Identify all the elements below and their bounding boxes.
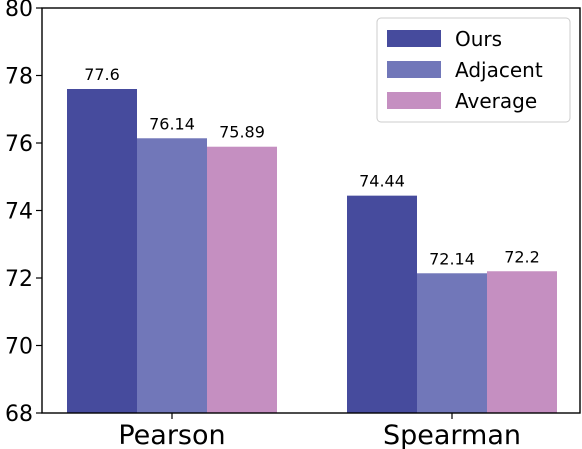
y-tick-label: 74 <box>5 200 33 225</box>
y-tick-label: 70 <box>5 335 33 360</box>
legend-swatch-adjacent <box>387 61 441 78</box>
legend-swatch-ours <box>387 30 441 47</box>
legend-label-average: Average <box>455 89 537 113</box>
x-tick-label-pearson: Pearson <box>118 420 225 449</box>
y-tick-label: 78 <box>5 65 33 90</box>
bars-layer <box>67 89 557 413</box>
legend-swatch-average <box>387 92 441 109</box>
data-labels-layer: 77.6 76.14 75.89 74.44 72.14 72.2 <box>84 65 540 268</box>
bar-average-pearson <box>207 146 277 413</box>
legend-label-adjacent: Adjacent <box>455 58 543 82</box>
x-axis: Pearson Spearman <box>118 413 521 449</box>
bar-adjacent-spearman <box>417 273 487 413</box>
legend: Ours Adjacent Average <box>376 17 571 123</box>
y-tick-label: 68 <box>5 402 33 427</box>
data-label-ours-spearman: 74.44 <box>359 172 405 191</box>
data-label-adjacent-pearson: 76.14 <box>149 114 195 133</box>
data-label-average-pearson: 75.89 <box>219 123 265 142</box>
data-label-ours-pearson: 77.6 <box>84 65 120 84</box>
bar-adjacent-pearson <box>137 138 207 413</box>
y-tick-label: 72 <box>5 267 33 292</box>
legend-label-ours: Ours <box>455 27 502 51</box>
data-label-average-spearman: 72.2 <box>504 247 540 266</box>
bar-average-spearman <box>487 271 557 413</box>
bar-ours-spearman <box>347 195 417 413</box>
bar-ours-pearson <box>67 89 137 413</box>
y-axis: 68 70 72 74 76 78 80 <box>5 0 42 427</box>
y-tick-label: 76 <box>5 132 33 157</box>
x-tick-label-spearman: Spearman <box>383 420 521 449</box>
y-tick-label: 80 <box>5 0 33 22</box>
data-label-adjacent-spearman: 72.14 <box>429 249 475 268</box>
